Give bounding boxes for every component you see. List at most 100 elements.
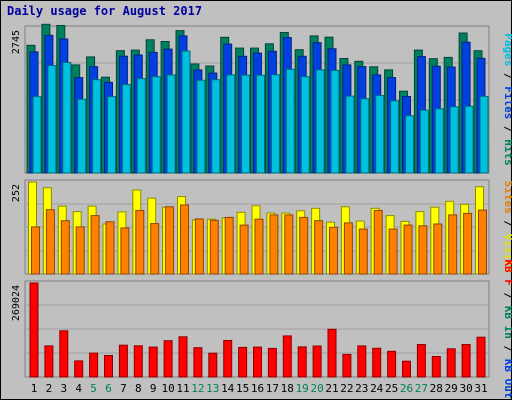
- bar-hits-pages: [464, 105, 474, 174]
- x-tick-label: 12: [191, 382, 204, 395]
- bar-visits-sites: [329, 226, 338, 275]
- bar-kbytes-kb-f: [267, 347, 277, 378]
- bar-hits-pages: [360, 98, 370, 174]
- bar-visits-sites: [180, 204, 189, 275]
- bar-visits-sites: [403, 224, 413, 275]
- legend-entry: /: [502, 119, 512, 139]
- x-tick-label: 15: [236, 382, 249, 395]
- x-tick-label: 17: [266, 382, 279, 395]
- bar-kbytes-kb-f: [446, 348, 456, 378]
- legend-entry: Hits: [502, 139, 512, 166]
- x-tick-label: 8: [135, 382, 142, 395]
- bar-hits-pages: [241, 74, 251, 174]
- x-tick-label: 22: [340, 382, 353, 395]
- x-tick-label: 11: [176, 382, 189, 395]
- bar-hits-pages: [47, 65, 57, 174]
- bar-visits-sites: [224, 216, 234, 275]
- bar-kbytes-kb-f: [476, 336, 486, 378]
- bar-visits-sites: [343, 222, 353, 275]
- bar-kbytes-kb-f: [357, 345, 367, 378]
- legend-entry: /: [502, 214, 512, 234]
- bar-hits-pages: [330, 69, 340, 174]
- bar-kbytes-kb-f: [163, 340, 173, 378]
- bar-hits-pages: [390, 100, 400, 174]
- legend-hits: Pages / Files / Hits: [502, 33, 512, 166]
- bar-visits-sites: [433, 223, 443, 275]
- x-tick-label: 30: [459, 382, 472, 395]
- legend-entry: Pages: [502, 33, 512, 66]
- bar-kbytes-kb-f: [118, 344, 128, 378]
- bar-kbytes-kb-f: [416, 344, 426, 378]
- x-tick-label: 13: [206, 382, 219, 395]
- bar-kbytes-kb-f: [372, 347, 382, 378]
- bar-hits-pages: [196, 79, 206, 174]
- bar-kbytes-kb-f: [297, 346, 307, 378]
- bar-visits-sites: [194, 218, 204, 275]
- bar-kbytes-kb-f: [148, 346, 158, 378]
- bar-hits-pages: [226, 74, 236, 174]
- bar-visits-sites: [31, 226, 40, 275]
- bar-hits-pages: [77, 98, 87, 174]
- bar-hits-pages: [285, 68, 295, 174]
- legend-entry: Visits: [502, 234, 512, 274]
- x-tick-label: 10: [161, 382, 174, 395]
- x-tick-label: 24: [370, 382, 384, 395]
- y-max-label-hits: 2745: [11, 30, 22, 54]
- bar-kbytes-kb-f: [387, 350, 397, 378]
- bar-visits-sites: [418, 225, 428, 275]
- bar-visits-sites: [105, 221, 115, 275]
- bar-hits-pages: [32, 96, 42, 174]
- bar-hits-pages: [270, 74, 280, 174]
- bar-kbytes-kb-f: [208, 352, 218, 378]
- bar-hits-pages: [136, 78, 146, 174]
- bar-hits-pages: [449, 106, 459, 174]
- bar-visits-sites: [75, 226, 85, 275]
- bar-kbytes-kb-f: [461, 344, 471, 378]
- bar-kbytes-kb-f: [431, 356, 441, 378]
- x-tick-label: 29: [445, 382, 458, 395]
- x-tick-label: 6: [105, 382, 112, 395]
- legend-entry: KB Out: [502, 359, 512, 399]
- bar-visits-sites: [284, 214, 294, 275]
- legend-entry: Sites: [502, 181, 512, 214]
- bar-hits-pages: [375, 95, 385, 174]
- x-tick-label: 4: [75, 382, 82, 395]
- x-tick-label: 16: [251, 382, 264, 395]
- y-max-label-visits: 252: [11, 184, 22, 202]
- bar-kbytes-kb-f: [104, 355, 113, 378]
- x-tick-label: 18: [281, 382, 294, 395]
- legend-entry: KB F: [502, 259, 512, 286]
- bar-visits-sites: [239, 224, 249, 275]
- bar-kbytes-kb-f: [133, 345, 143, 378]
- legend-entry: KB In: [502, 306, 512, 339]
- bar-kbytes-kb-f: [223, 340, 233, 378]
- bar-kbytes-kb-f: [238, 346, 248, 378]
- bar-visits-sites: [314, 220, 324, 275]
- bar-visits-sites: [209, 219, 219, 275]
- bar-kbytes-kb-f: [44, 345, 54, 378]
- bar-kbytes-kb-f: [59, 330, 69, 378]
- bar-hits-pages: [256, 74, 265, 174]
- bar-visits-sites: [120, 227, 130, 275]
- bar-kbytes-kb-f: [89, 352, 99, 378]
- bar-visits-sites: [269, 214, 279, 275]
- bar-hits-pages: [211, 79, 221, 174]
- x-tick-label: 21: [325, 382, 338, 395]
- x-tick-label: 23: [355, 382, 368, 395]
- bar-visits-sites: [478, 209, 487, 275]
- legend-kbytes: KB F / KB In / KB Out: [502, 259, 512, 398]
- bar-hits-pages: [419, 109, 429, 174]
- bar-hits-pages: [405, 115, 414, 174]
- bar-visits-sites: [299, 216, 309, 275]
- x-tick-label: 25: [385, 382, 398, 395]
- bar-hits-pages: [121, 84, 131, 174]
- legend-entry: /: [502, 286, 512, 306]
- x-tick-label: 28: [430, 382, 443, 395]
- bar-hits-pages: [300, 76, 310, 174]
- bar-kbytes-kb-f: [253, 346, 262, 378]
- bar-kbytes-kb-f: [327, 328, 337, 378]
- bar-visits-sites: [60, 220, 70, 275]
- legend-entry: Files: [502, 86, 512, 119]
- x-tick-label: 5: [90, 382, 97, 395]
